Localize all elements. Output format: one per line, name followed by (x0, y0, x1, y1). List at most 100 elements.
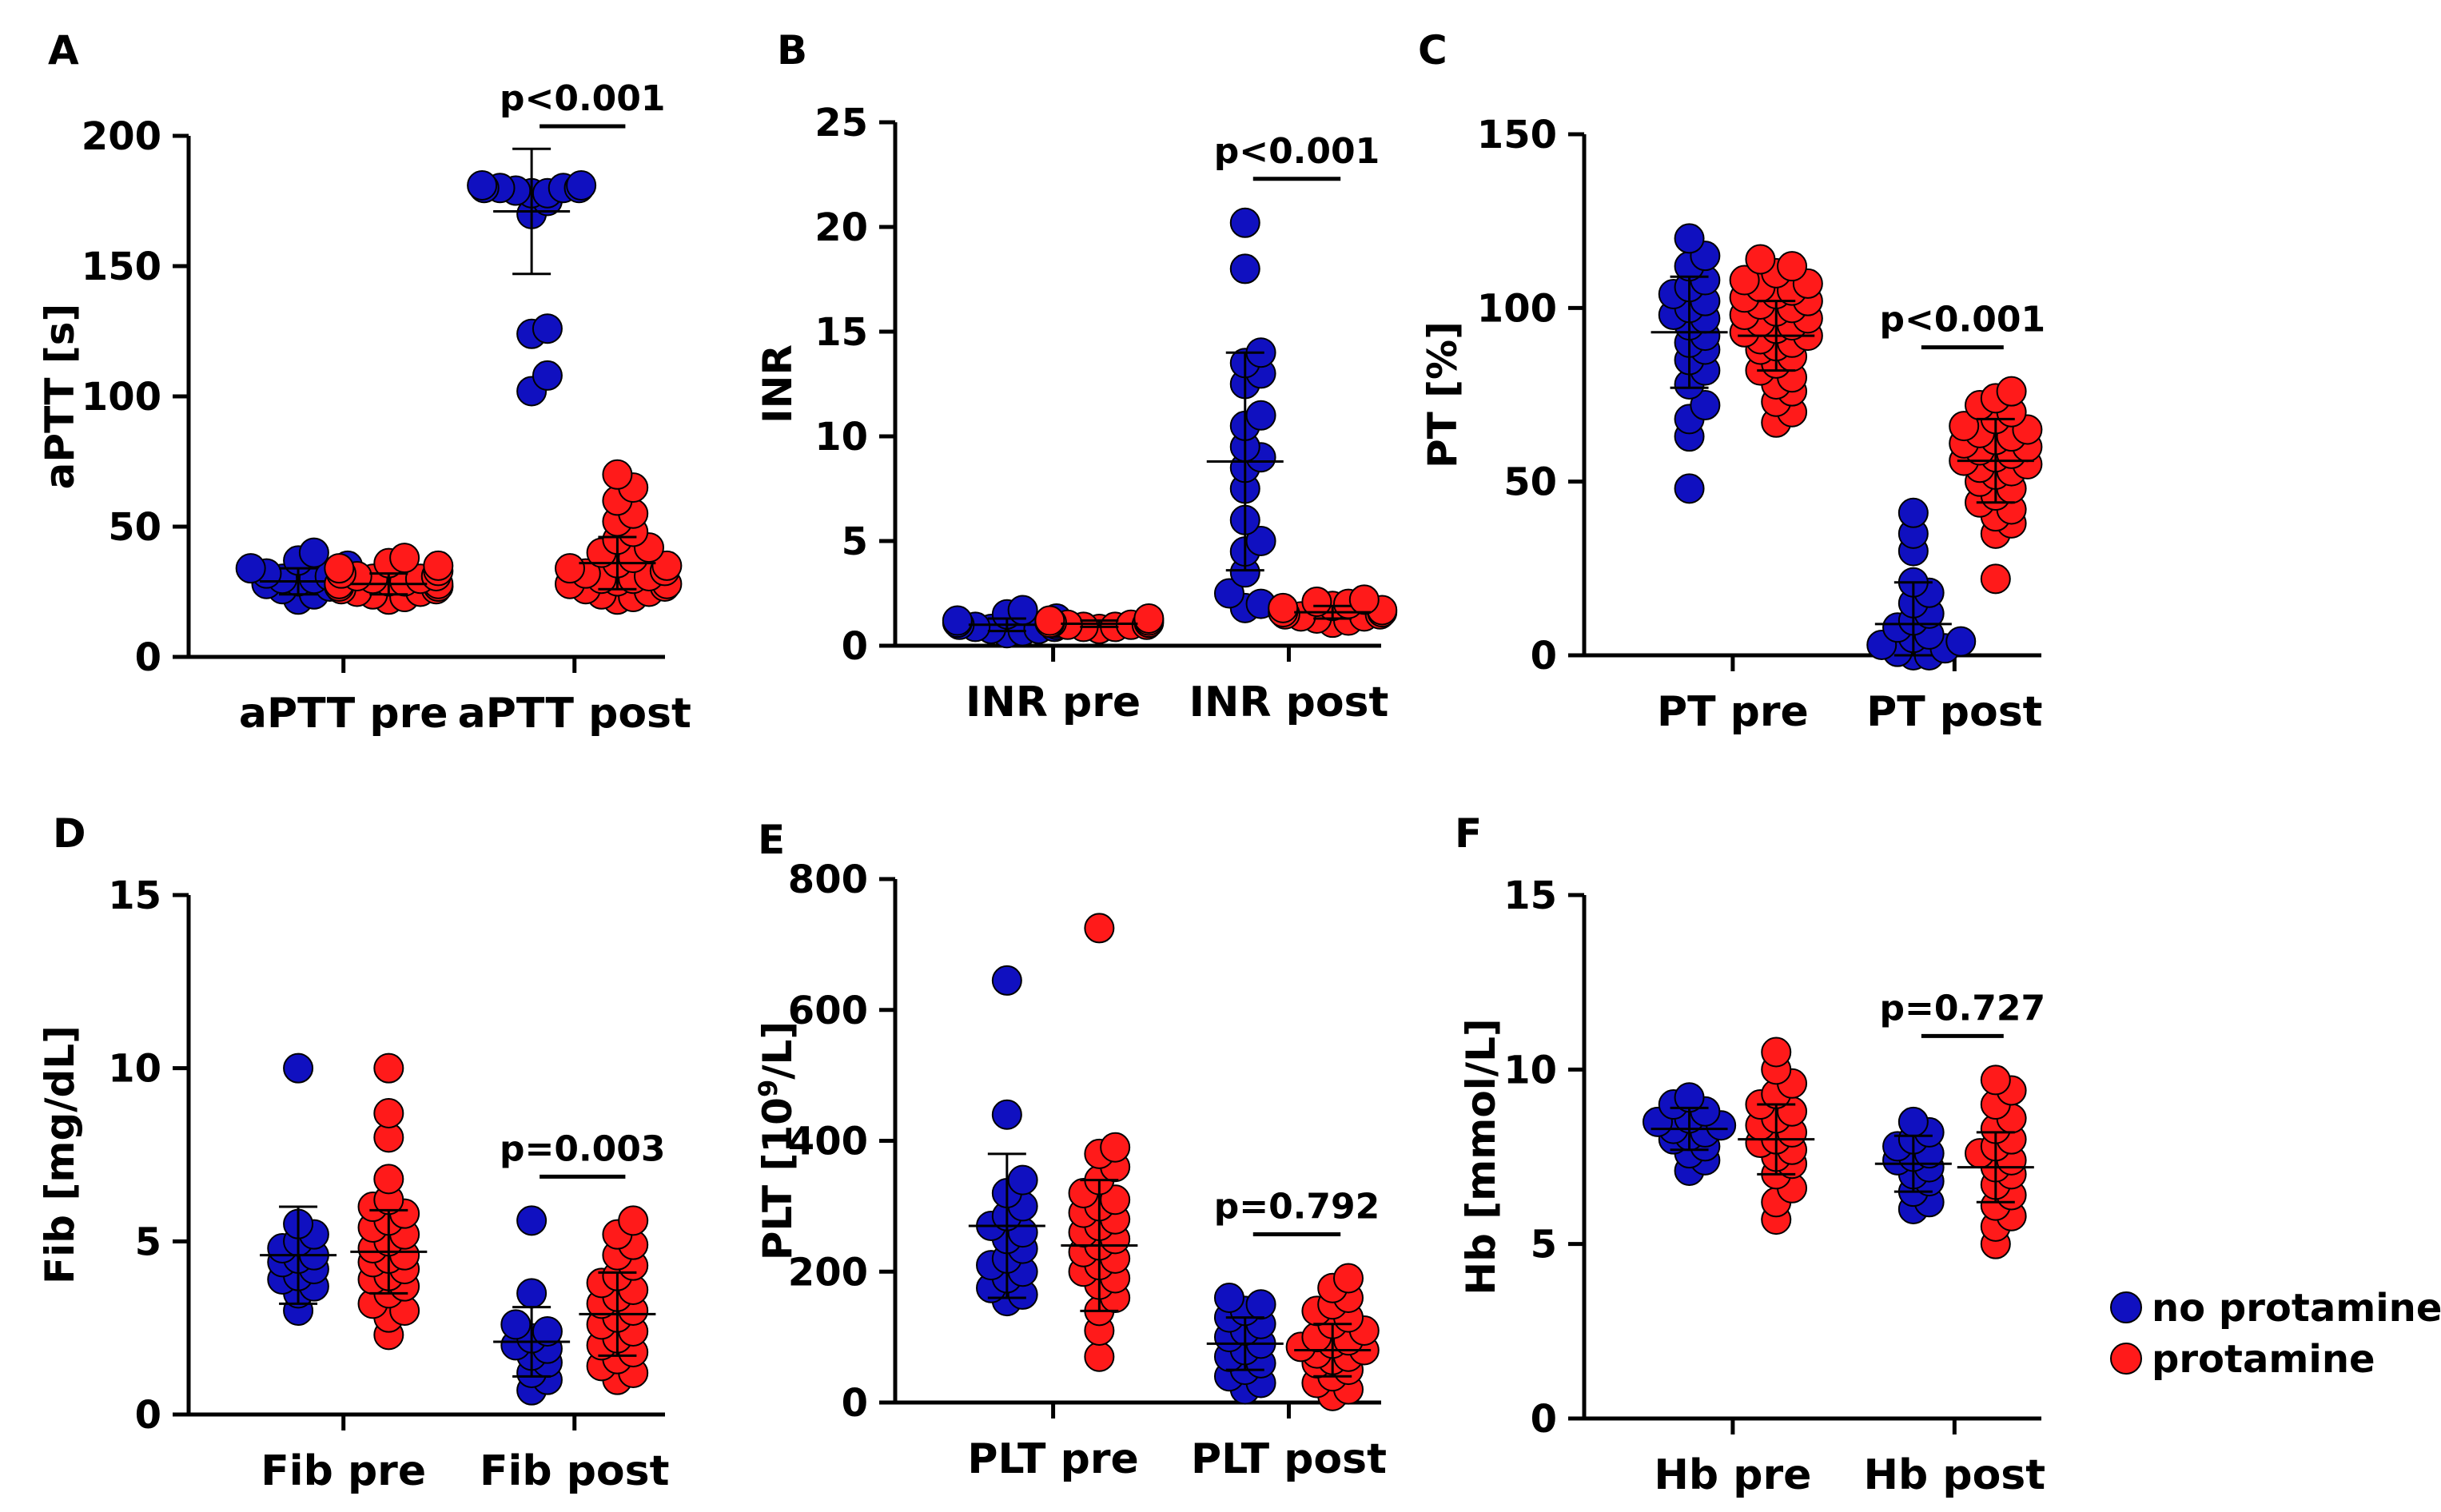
data-point (1245, 1289, 1276, 1320)
y-axis-title: PT [%] (1420, 321, 1466, 468)
y-tick-label: 5 (135, 1220, 161, 1264)
legend-marker (2110, 1343, 2142, 1375)
data-point (1268, 592, 1299, 623)
y-axis-title-text: Fib [mg/dL] (37, 1025, 83, 1284)
data-point (1333, 1263, 1364, 1294)
data-point (373, 1052, 404, 1084)
y-axis-title-end: /L] (755, 1021, 801, 1080)
data-point (1729, 265, 1760, 296)
panel-a: A 0 50 100 150 200 aPTT [s] aPTT pre aPTT post p<… (37, 27, 691, 738)
y-axis-title-text: PT [%] (1420, 321, 1466, 468)
y-tick-label: 10 (814, 415, 868, 460)
y-tick-label: 600 (788, 989, 868, 1033)
panel-e: E 0 200 400 600 800 PLT [109/L] PLT pre PLT post… (753, 817, 1387, 1483)
data-point (1945, 626, 1977, 657)
data-point (283, 1052, 314, 1084)
data-point (1213, 1283, 1244, 1313)
p-value-label: p<0.001 (1214, 131, 1380, 172)
y-axis-title-superscript: 9 (753, 1080, 783, 1097)
data-point (532, 313, 563, 344)
x-tick-label: INR post (1189, 678, 1389, 726)
data-point (1674, 223, 1705, 254)
panel-c: C 0 50 100 150 PT [%] PT pre PT post p<0.001 (1418, 27, 2045, 736)
x-tick-label: PLT post (1191, 1435, 1387, 1483)
x-tick-label: aPTT pre (239, 690, 448, 738)
y-axis-title: aPTT [s] (37, 304, 83, 490)
data-point (1761, 1037, 1792, 1068)
panel-label: A (48, 27, 79, 74)
y-tick-label: 0 (1531, 634, 1557, 678)
y-tick-label: 10 (108, 1047, 161, 1092)
data-point (1100, 1132, 1131, 1163)
data-point (324, 553, 355, 584)
data-point (500, 1309, 532, 1340)
legend: no protamine protamine (2110, 1286, 2441, 1382)
x-tick-label: PLT pre (967, 1435, 1138, 1483)
x-tick-label: aPTT post (458, 690, 691, 738)
data-point (1690, 390, 1721, 421)
legend-label: no protamine (2152, 1286, 2441, 1331)
panel-label: F (1455, 810, 1482, 857)
x-tick-label: PT pre (1657, 688, 1809, 736)
data-point (373, 1164, 404, 1195)
data-point (1084, 1341, 1115, 1372)
y-tick-label: 0 (1531, 1397, 1557, 1442)
data-point (1007, 595, 1038, 626)
y-tick-label: 800 (788, 857, 868, 902)
data-point (389, 543, 420, 574)
y-tick-label: 5 (1531, 1223, 1557, 1267)
y-axis-title: Fib [mg/dL] (37, 1025, 83, 1284)
data-point (1301, 586, 1332, 617)
data-point (373, 1098, 404, 1128)
y-tick-label: 15 (1503, 873, 1557, 918)
y-tick-label: 400 (788, 1120, 868, 1164)
data-point (1897, 1106, 1929, 1137)
y-tick-label: 50 (1503, 460, 1557, 505)
data-point (1084, 913, 1115, 944)
y-tick-label: 15 (108, 873, 161, 918)
y-axis-title-text: PLT [10 (755, 1097, 801, 1260)
data-point (467, 169, 498, 201)
data-point (1949, 411, 1980, 442)
p-value-label: p<0.001 (1880, 300, 2046, 340)
y-axis-title-text: Hb [mmol/L] (1458, 1018, 1504, 1295)
data-point (1229, 207, 1260, 238)
y-tick-label: 25 (814, 101, 868, 145)
y-axis-title: INR (755, 344, 801, 424)
panel-d: D 0 5 10 15 Fib [mg/dL] Fib pre Fib post p=0.003 (37, 810, 669, 1495)
legend-marker (2110, 1291, 2142, 1323)
y-tick-label: 20 (814, 205, 868, 250)
data-point (516, 1278, 548, 1309)
y-tick-label: 200 (82, 114, 161, 159)
x-tick-label: INR pre (966, 678, 1141, 726)
y-tick-label: 10 (1503, 1048, 1557, 1092)
data-point (1007, 1164, 1038, 1196)
data-point (1980, 1064, 2011, 1096)
data-point (1213, 578, 1244, 609)
panel-label: E (758, 817, 785, 863)
panel-label: B (777, 27, 807, 74)
data-point (1245, 400, 1276, 431)
y-axis-title: PLT [109/L] (753, 1021, 801, 1260)
y-tick-label: 0 (842, 1381, 868, 1426)
y-axis-title: Hb [mmol/L] (1458, 1018, 1504, 1295)
data-point (1034, 605, 1065, 636)
data-point (991, 1099, 1022, 1130)
x-tick-label: Hb pre (1654, 1451, 1811, 1499)
data-point (235, 553, 266, 584)
x-tick-label: PT post (1866, 688, 2042, 736)
panel-label: C (1418, 27, 1447, 74)
y-tick-label: 150 (1477, 113, 1557, 157)
data-point (516, 1205, 548, 1236)
data-point (1745, 244, 1776, 275)
y-tick-label: 150 (82, 245, 161, 289)
y-tick-label: 5 (842, 519, 868, 564)
data-point (942, 605, 973, 636)
data-point (532, 1316, 563, 1347)
data-point (991, 965, 1022, 996)
x-tick-label: Fib pre (261, 1447, 426, 1495)
y-tick-label: 100 (82, 375, 161, 420)
p-value-label: p=0.003 (500, 1128, 666, 1169)
data-point (1996, 376, 2027, 407)
panel-f: F 0 5 10 15 Hb [mmol/L] Hb pre Hb post p=0.727 (1455, 810, 2045, 1499)
